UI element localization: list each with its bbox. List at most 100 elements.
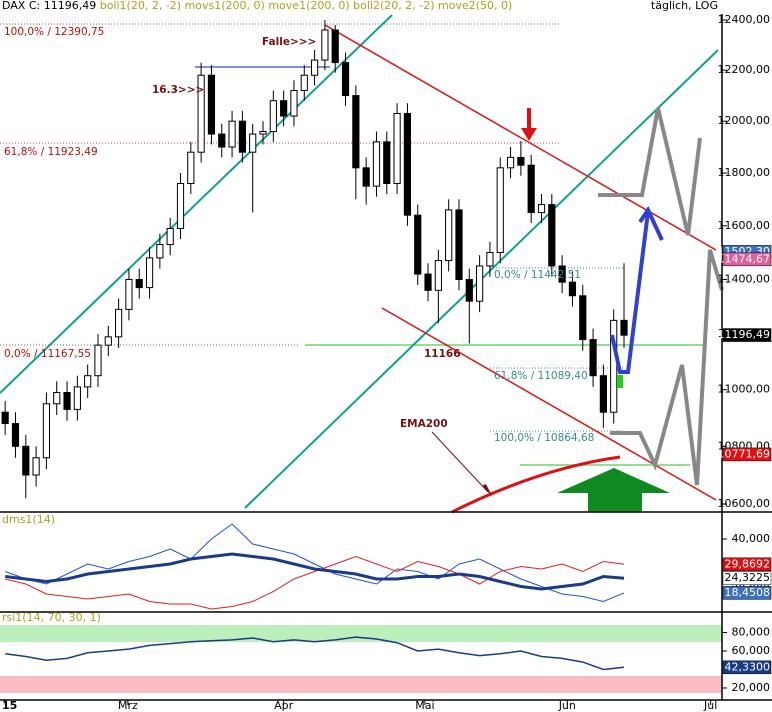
fib-label: 100,0% / 10864,68 (494, 432, 594, 444)
candle-body (176, 183, 185, 229)
candle-body (135, 278, 143, 289)
y-tick-label: 40,000 (732, 532, 771, 545)
panel-title: rsi1(14, 70, 30, 1) (2, 611, 101, 624)
candle-body (207, 74, 216, 135)
price-marker-box (722, 252, 772, 267)
candle-body (486, 252, 494, 267)
candle-body (589, 339, 597, 377)
price-marker-label: 11196,49 (718, 328, 771, 341)
candle-body (156, 243, 164, 259)
annotation: 11166 (424, 348, 461, 360)
candle-body (42, 403, 51, 459)
candle-body (300, 74, 308, 91)
price-marker: 18,4508 (722, 586, 772, 600)
scale-note: täglich, LOG (651, 0, 718, 12)
candle-body (321, 29, 329, 61)
candle-body (568, 281, 577, 297)
candle-body (506, 156, 515, 169)
x-tick-label: Mrz (118, 699, 138, 712)
candle-body (341, 62, 350, 97)
y-tick-label: 80,000 (732, 625, 771, 638)
candle-body (548, 204, 556, 267)
ema-pointer-head (482, 484, 492, 496)
x-tick-label: 15 (2, 699, 17, 712)
fib-label: 61,8% / 11923,49 (4, 146, 98, 158)
y-tick-label: 12400,00 (718, 13, 771, 26)
projection-path (610, 249, 724, 486)
y-tick-label: 11600,00 (718, 219, 771, 232)
price-marker-label: 42,3300 (725, 660, 771, 673)
y-tick-label: 11000,00 (718, 383, 771, 396)
price-marker-box (722, 447, 772, 462)
candle-body (166, 227, 174, 245)
candle-body (445, 209, 453, 262)
candle-body (393, 112, 401, 185)
indicator-line (5, 555, 625, 610)
y-tick-label: 20,000 (732, 681, 771, 694)
candle-body (32, 457, 40, 476)
candle-body (517, 156, 525, 166)
candle-body (414, 214, 422, 275)
candle-body (259, 130, 267, 135)
candle-body (238, 120, 246, 153)
candle-body (434, 260, 442, 291)
price-marker-label: 10771,69 (718, 447, 771, 460)
price-marker: 24,3225 (722, 571, 772, 585)
y-tick-label: 11800,00 (718, 166, 771, 179)
candle-body (115, 308, 123, 338)
candle-body (11, 423, 20, 447)
header-item: DAX C: 11196,49 (2, 0, 96, 12)
y-tick-label: 12000,00 (718, 114, 771, 127)
price-marker-box (722, 571, 772, 585)
price-marker: 11196,49 (718, 328, 772, 342)
header-item: boll1(20, 2, -2) (100, 0, 181, 12)
candle-body (537, 204, 546, 214)
y-tick-label: 11400,00 (718, 272, 771, 285)
header-item: move1(200, 0) (268, 0, 349, 12)
candle-body (1, 411, 9, 425)
y-tick-label: 12200,00 (718, 63, 771, 76)
rsi-oversold-band (0, 676, 722, 693)
candle-body (352, 95, 360, 169)
candle-body (331, 29, 339, 64)
green-arrow (557, 468, 670, 493)
red-arrow-head (521, 128, 537, 141)
candle-body (94, 344, 102, 377)
candle-body (455, 209, 463, 280)
candle-body (599, 375, 607, 413)
candle-body (465, 278, 473, 302)
x-tick-label: Apr (274, 699, 294, 712)
candle-body (22, 445, 30, 476)
candle-body (125, 278, 133, 310)
price-marker-label: 29,8692 (725, 557, 771, 570)
candle-body (104, 336, 112, 346)
candle-body (53, 392, 61, 405)
candle-body (403, 112, 412, 216)
rsi-overbought-band (0, 625, 722, 642)
price-marker: 11474,67 (718, 252, 772, 267)
annotation: Falle>>> (262, 36, 316, 48)
candle-body (383, 141, 391, 185)
price-marker-label: 11474,67 (718, 252, 771, 265)
candle-body (579, 295, 587, 341)
candle-body (527, 164, 535, 214)
fib-label: 100,0% / 12390,75 (4, 26, 104, 38)
candle-body (496, 167, 504, 254)
x-tick-label: Jun (558, 699, 576, 712)
candle-body (269, 100, 277, 132)
ema-pointer (431, 431, 489, 493)
projection-path (598, 107, 702, 236)
annotation: 16.3>>> (152, 84, 204, 96)
candle-body (197, 74, 205, 153)
candle-body (372, 141, 381, 187)
price-marker-box (722, 557, 772, 572)
projection-arrowhead (638, 205, 664, 241)
candle-body (424, 273, 432, 291)
header-item: boll2(20, 2, -2) (353, 0, 434, 12)
candle-body (362, 167, 370, 187)
candle-body (145, 257, 154, 289)
trend-line (0, 14, 393, 394)
indicator-line (5, 523, 625, 603)
candle-body (280, 100, 288, 117)
